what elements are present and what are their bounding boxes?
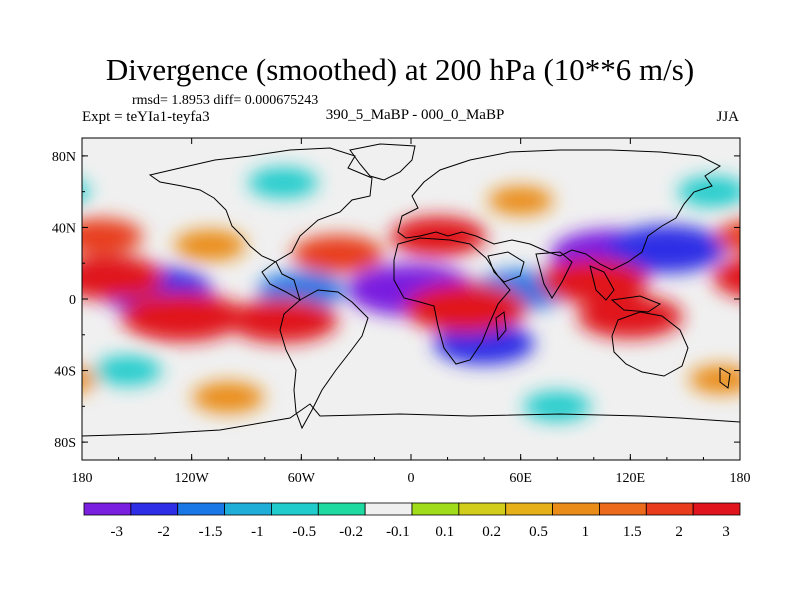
colorbar-swatch bbox=[599, 502, 647, 516]
colorbar-swatch bbox=[177, 502, 225, 516]
colorbar-label: -2 bbox=[157, 524, 170, 540]
stats-line: rmsd= 1.8953 diff= 0.000675243 bbox=[132, 93, 319, 108]
x-tick-label: 180 bbox=[72, 471, 93, 486]
colorbar-swatch bbox=[505, 502, 553, 516]
coastline-australia bbox=[611, 311, 689, 377]
colorbar-swatch bbox=[645, 502, 694, 516]
colorbar-label: -0.5 bbox=[292, 524, 316, 540]
field-feature-14 bbox=[390, 216, 487, 257]
coastline-greenland bbox=[349, 143, 416, 181]
colorbar-swatch bbox=[271, 502, 319, 516]
colorbar: -3 -2 -1.5 -1 -0.5 -0.2 -0.1 0.1 0.2 0.5 1 1.5 2 3 bbox=[83, 502, 741, 540]
x-tick-label: 120W bbox=[175, 471, 210, 486]
x-tick-label: 60W bbox=[288, 471, 316, 486]
colorbar-swatch bbox=[224, 502, 272, 516]
field-feature-wrap-11 bbox=[712, 258, 740, 297]
coastline-north-america bbox=[148, 147, 373, 302]
field-feature-11 bbox=[82, 255, 165, 300]
colorbar-label: 0.5 bbox=[529, 524, 548, 540]
colorbar-label: -0.1 bbox=[386, 524, 410, 540]
plot-title: Divergence (smoothed) at 200 hPa (10**6 … bbox=[105, 52, 695, 87]
coastline-india bbox=[535, 251, 573, 299]
colorbar-swatch bbox=[411, 502, 460, 516]
field-feature-9 bbox=[404, 283, 528, 333]
coastline-africa bbox=[393, 237, 511, 365]
field-feature-17 bbox=[488, 186, 554, 216]
coastline-eurasia bbox=[397, 149, 721, 271]
field-feature-7 bbox=[121, 292, 244, 342]
y-tick-label: 80S bbox=[54, 436, 76, 451]
difference-label: 390_5_MaBP - 000_0_MaBP bbox=[325, 107, 505, 123]
y-tick-label: 80N bbox=[52, 150, 76, 165]
colorbar-label: -1.5 bbox=[199, 524, 223, 540]
field-feature-wrap-15 bbox=[715, 220, 740, 253]
colorbar-label: 1.5 bbox=[623, 524, 642, 540]
colorbar-label: 0.2 bbox=[482, 524, 501, 540]
coastline-antarctica bbox=[82, 403, 740, 437]
colorbar-label: 1 bbox=[582, 524, 590, 540]
y-axis: 80N 40N 0 40S 80S bbox=[52, 150, 740, 451]
coastline-southeast-asia bbox=[589, 265, 662, 313]
coastline-arabia bbox=[487, 251, 525, 283]
map-area bbox=[82, 138, 800, 460]
colorbar-label: 0.1 bbox=[435, 524, 454, 540]
season-label: JJA bbox=[716, 109, 739, 125]
field-feature-6 bbox=[433, 322, 535, 365]
field-feature-16 bbox=[174, 229, 246, 261]
experiment-label: Expt = teYIa1-teyfa3 bbox=[82, 109, 210, 125]
colorbar-swatch bbox=[364, 502, 413, 516]
y-tick-label: 40N bbox=[52, 221, 76, 236]
field-feature-15 bbox=[82, 218, 143, 255]
x-tick-label: 120E bbox=[616, 471, 646, 486]
field-feature-22 bbox=[523, 391, 591, 422]
field-feature-2 bbox=[607, 224, 726, 273]
x-tick-label: 180 bbox=[730, 471, 751, 486]
y-tick-label: 0 bbox=[69, 293, 76, 308]
field-feature-wrap-23 bbox=[752, 356, 800, 386]
field-feature-wrap-21 bbox=[82, 367, 97, 392]
colorbar-swatch bbox=[458, 502, 507, 516]
x-tick-label: 60E bbox=[509, 471, 532, 486]
colorbar-label: 2 bbox=[675, 524, 683, 540]
divergence-field bbox=[82, 167, 800, 422]
field-feature-20 bbox=[192, 381, 265, 413]
field-feature-8 bbox=[228, 298, 338, 343]
colorbar-swatch bbox=[552, 502, 600, 516]
colorbar-swatch bbox=[83, 502, 132, 516]
colorbar-label: -3 bbox=[111, 524, 124, 540]
field-feature-wrap-19 bbox=[82, 182, 90, 202]
field-feature-19 bbox=[677, 176, 740, 207]
colorbar-swatch bbox=[130, 502, 179, 516]
x-axis: 180 120W 60W 0 60E 120E 180 bbox=[72, 138, 751, 486]
coastline-new-zealand bbox=[719, 367, 731, 389]
colorbar-label: -0.2 bbox=[339, 524, 363, 540]
x-tick-label: 0 bbox=[408, 471, 415, 486]
colorbar-label: -1 bbox=[251, 524, 264, 540]
coastline-madagascar bbox=[495, 311, 507, 342]
field-feature-18 bbox=[248, 167, 318, 198]
coastline-south-america bbox=[279, 289, 369, 430]
colorbar-label: 3 bbox=[722, 524, 730, 540]
coastlines bbox=[82, 143, 740, 437]
colorbar-swatch bbox=[317, 502, 366, 516]
field-feature-23 bbox=[93, 355, 162, 386]
y-tick-label: 40S bbox=[54, 365, 76, 380]
field-feature-13 bbox=[292, 235, 384, 274]
colorbar-swatch bbox=[692, 502, 741, 516]
